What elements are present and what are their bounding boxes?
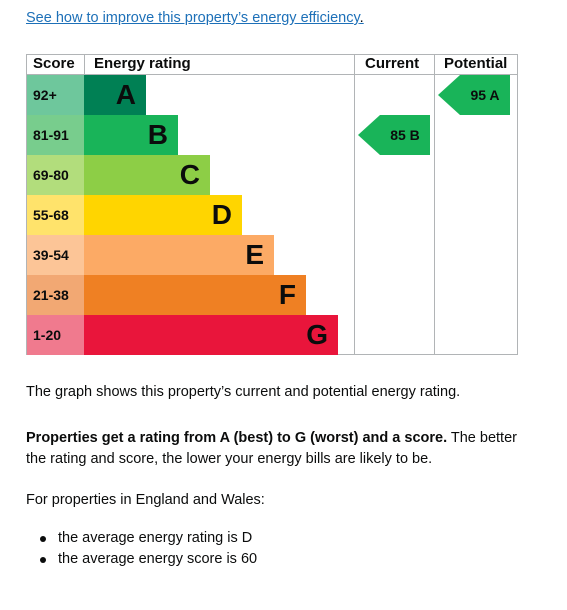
score-column-divider [84,54,85,74]
header-score: Score [33,55,75,72]
rating-letter-e: E [245,239,264,270]
rating-explanation-rest: The better the rating and score, the low… [26,430,517,467]
rating-letter-f: F [278,279,296,310]
rating-bar-b: B [84,115,178,155]
improve-efficiency-link-text[interactable]: See how to improve this property’s energ… [26,10,360,26]
chart-border-right [517,54,518,355]
score-range-b: 81-91 [27,115,84,155]
rating-bar-g: G [84,315,338,355]
score-range-f: 21-38 [27,275,84,315]
improve-efficiency-link[interactable]: See how to improve this property’s energ… [26,10,364,26]
current-column-divider [354,54,355,355]
potential-rating-arrow: 95 A [438,75,510,115]
rating-letter-c: C [179,159,200,190]
link-period: . [359,10,364,26]
header-current: Current [365,55,420,72]
chart-border-left [26,54,27,355]
current-rating-arrow: 85 B [358,115,430,155]
energy-rating-chart: Score Energy rating Current Potential 92… [26,54,518,355]
score-range-d: 55-68 [27,195,84,235]
rating-bar-e: E [84,235,274,275]
potential-column-divider [434,54,435,355]
rating-bar-a: A [84,75,146,115]
current-rating-arrow-label: 85 B [390,127,420,143]
rating-explanation-bold: Properties get a rating from A (best) to… [26,430,448,446]
score-range-a: 92+ [27,75,84,115]
rating-bar-c: C [84,155,210,195]
averages-list: the average energy rating is D the avera… [26,528,257,570]
rating-bar-f: F [84,275,306,315]
potential-rating-arrow-label: 95 A [470,87,500,103]
graph-description: The graph shows this property’s current … [26,384,461,400]
rating-letter-b: B [147,119,168,150]
region-intro: For properties in England and Wales: [26,492,265,508]
list-item: the average energy score is 60 [26,549,257,570]
list-item: the average energy rating is D [26,528,257,549]
header-energy-rating: Energy rating [94,55,191,72]
score-range-c: 69-80 [27,155,84,195]
rating-letter-d: D [211,199,232,230]
header-divider [26,74,518,75]
score-range-e: 39-54 [27,235,84,275]
rating-bar-d: D [84,195,242,235]
header-potential: Potential [444,55,508,72]
rating-letter-g: G [306,319,328,350]
chart-border-top [26,54,518,55]
score-range-g: 1-20 [27,315,84,355]
rating-letter-a: A [115,79,136,110]
rating-explanation: Properties get a rating from A (best) to… [26,428,536,470]
